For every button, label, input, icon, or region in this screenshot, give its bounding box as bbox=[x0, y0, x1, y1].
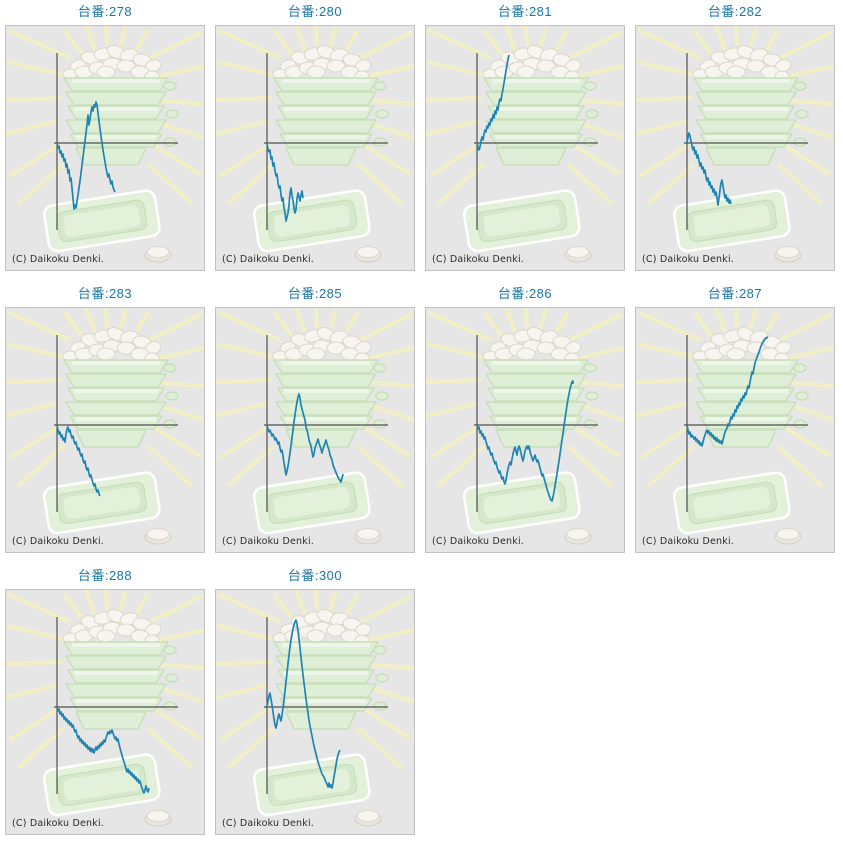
slump-graph bbox=[426, 308, 624, 546]
payout-line bbox=[56, 101, 116, 210]
slump-graph bbox=[216, 26, 414, 264]
machine-watermark-icon bbox=[636, 26, 834, 264]
slump-graph bbox=[426, 26, 624, 264]
copyright-text: (C) Daikoku Denki. bbox=[222, 254, 315, 265]
panel-title[interactable]: 台番:286 bbox=[497, 286, 553, 301]
copyright-text: (C) Daikoku Denki. bbox=[642, 536, 735, 547]
slump-graph bbox=[6, 590, 204, 828]
slump-graph bbox=[216, 308, 414, 546]
machine-cell: 台番:288 (C) Daikoku Denki. bbox=[0, 564, 210, 846]
panel-title[interactable]: 台番:281 bbox=[497, 4, 553, 19]
copyright-text: (C) Daikoku Denki. bbox=[642, 254, 735, 265]
panel-title[interactable]: 台番:283 bbox=[77, 286, 133, 301]
graph-panel: (C) Daikoku Denki. bbox=[215, 589, 415, 835]
machine-cell: 台番:286 (C) Daikoku Denki. bbox=[420, 282, 630, 564]
copyright-text: (C) Daikoku Denki. bbox=[12, 536, 105, 547]
graph-panel: (C) Daikoku Denki. bbox=[5, 307, 205, 553]
machine-watermark-icon bbox=[6, 590, 204, 828]
copyright-text: (C) Daikoku Denki. bbox=[222, 818, 315, 829]
machine-watermark-icon bbox=[636, 308, 834, 546]
graph-panel: (C) Daikoku Denki. bbox=[5, 25, 205, 271]
machine-cell: 台番:281 (C) Daikoku Denki. bbox=[420, 0, 630, 282]
copyright-text: (C) Daikoku Denki. bbox=[12, 254, 105, 265]
copyright-text: (C) Daikoku Denki. bbox=[432, 536, 525, 547]
panel-title[interactable]: 台番:285 bbox=[287, 286, 343, 301]
panel-title[interactable]: 台番:278 bbox=[77, 4, 133, 19]
graph-panel: (C) Daikoku Denki. bbox=[215, 307, 415, 553]
payout-line bbox=[56, 424, 101, 497]
graph-panel: (C) Daikoku Denki. bbox=[215, 25, 415, 271]
machine-cell: 台番:282 (C) Daikoku Denki. bbox=[630, 0, 840, 282]
panel-title[interactable]: 台番:287 bbox=[707, 286, 763, 301]
slump-graph bbox=[6, 308, 204, 546]
panel-title[interactable]: 台番:280 bbox=[287, 4, 343, 19]
machine-watermark-icon bbox=[426, 308, 624, 546]
payout-line bbox=[476, 54, 510, 151]
slump-graph bbox=[636, 26, 834, 264]
payout-line bbox=[686, 132, 732, 206]
machine-watermark-icon bbox=[216, 590, 414, 828]
machine-watermark-icon bbox=[216, 26, 414, 264]
payout-line bbox=[266, 393, 344, 483]
copyright-text: (C) Daikoku Denki. bbox=[432, 254, 525, 265]
machine-cell: 台番:283 (C) Daikoku Denki. bbox=[0, 282, 210, 564]
machine-cell: 台番:300 (C) Daikoku Denki. bbox=[210, 564, 420, 846]
slump-graph bbox=[216, 590, 414, 828]
graph-panel: (C) Daikoku Denki. bbox=[635, 307, 835, 553]
machine-watermark-icon bbox=[6, 308, 204, 546]
machine-watermark-icon bbox=[426, 26, 624, 264]
slump-graph bbox=[6, 26, 204, 264]
machine-cell: 台番:285 (C) Daikoku Denki. bbox=[210, 282, 420, 564]
machine-cell: 台番:287 (C) Daikoku Denki. bbox=[630, 282, 840, 564]
graph-panel: (C) Daikoku Denki. bbox=[5, 589, 205, 835]
graph-panel: (C) Daikoku Denki. bbox=[635, 25, 835, 271]
payout-line bbox=[476, 380, 574, 502]
panel-title[interactable]: 台番:300 bbox=[287, 568, 343, 583]
payout-line bbox=[266, 142, 304, 222]
panel-title[interactable]: 台番:288 bbox=[77, 568, 133, 583]
panel-title[interactable]: 台番:282 bbox=[707, 4, 763, 19]
machine-watermark-icon bbox=[216, 308, 414, 546]
payout-line bbox=[56, 706, 150, 794]
graph-panel: (C) Daikoku Denki. bbox=[425, 25, 625, 271]
slump-graph bbox=[636, 308, 834, 546]
copyright-text: (C) Daikoku Denki. bbox=[222, 536, 315, 547]
payout-line bbox=[686, 336, 769, 447]
graph-panel: (C) Daikoku Denki. bbox=[425, 307, 625, 553]
machine-cell: 台番:280 (C) Daikoku Denki. bbox=[210, 0, 420, 282]
machine-cell: 台番:278 (C) Daikoku Denki. bbox=[0, 0, 210, 282]
machine-watermark-icon bbox=[6, 26, 204, 264]
copyright-text: (C) Daikoku Denki. bbox=[12, 818, 105, 829]
payout-line bbox=[266, 619, 341, 789]
